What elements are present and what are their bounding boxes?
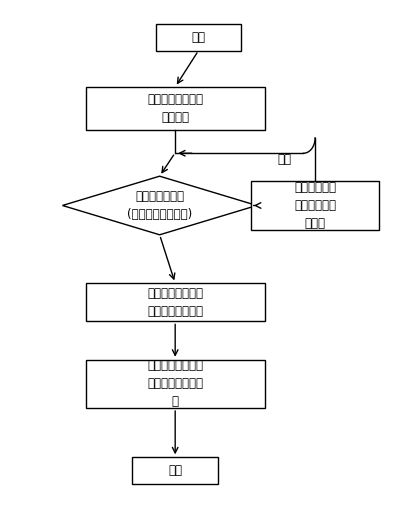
FancyBboxPatch shape [86, 283, 264, 322]
FancyBboxPatch shape [156, 24, 241, 51]
Text: 结束: 结束 [168, 464, 182, 477]
FancyBboxPatch shape [86, 359, 264, 408]
Text: 试剂针从试剂瓶中
吸取试剂: 试剂针从试剂瓶中 吸取试剂 [147, 93, 203, 124]
Text: 开始: 开始 [191, 31, 206, 44]
FancyBboxPatch shape [251, 181, 379, 229]
FancyBboxPatch shape [133, 457, 218, 484]
Polygon shape [62, 176, 257, 235]
Text: 等待: 等待 [277, 153, 291, 166]
Text: 获取检测区域锁
(抓手是否在该区域): 获取检测区域锁 (抓手是否在该区域) [127, 190, 192, 221]
Text: 抓手已移出检测区
试剂针获取区域锁: 抓手已移出检测区 试剂针获取区域锁 [147, 287, 203, 318]
Text: 抓手在检测区
试剂针未获得
区域锁: 抓手在检测区 试剂针未获得 区域锁 [294, 181, 336, 230]
Text: 试剂针移动到检测
区向反应杯添加试
剂: 试剂针移动到检测 区向反应杯添加试 剂 [147, 359, 203, 408]
FancyBboxPatch shape [86, 87, 264, 131]
